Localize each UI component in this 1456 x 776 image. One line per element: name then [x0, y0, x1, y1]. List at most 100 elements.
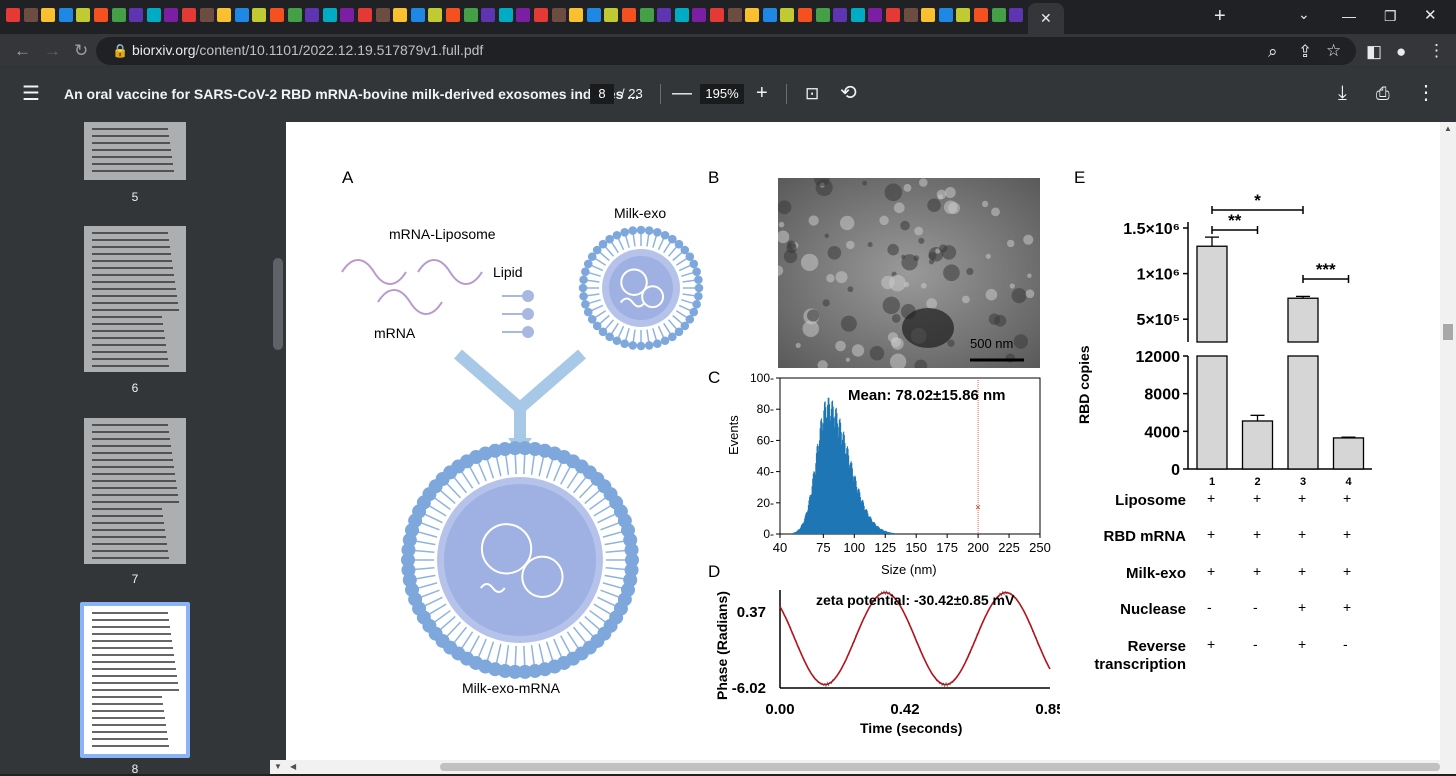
tab-favicon[interactable]	[252, 8, 267, 22]
tab-favicon[interactable]	[921, 8, 936, 22]
tab-favicon[interactable]	[604, 8, 619, 22]
vertical-scrollbar[interactable]	[1440, 122, 1456, 774]
thumbnail-page-8[interactable]	[84, 606, 186, 754]
url-text[interactable]: biorxiv.org/content/10.1101/2022.12.19.5…	[132, 42, 483, 58]
tab-favicon[interactable]	[498, 8, 513, 22]
print-icon[interactable]: ⎙	[1376, 84, 1390, 103]
sidebar-scrollbar[interactable]	[270, 122, 286, 774]
tab-favicon[interactable]	[586, 8, 601, 22]
tab-favicon[interactable]	[446, 8, 460, 22]
tab-favicon[interactable]	[129, 8, 144, 22]
share-icon[interactable]: ⇪	[1298, 42, 1313, 61]
tab-favicon[interactable]	[938, 8, 953, 22]
new-tab-button[interactable]: +	[1214, 5, 1226, 27]
tab-favicon[interactable]	[287, 8, 302, 22]
side-panel-icon[interactable]: ◧	[1366, 42, 1383, 61]
tab-favicon[interactable]	[780, 8, 795, 22]
tab-favicon[interactable]	[639, 8, 654, 22]
tab-favicon[interactable]	[622, 8, 636, 22]
tab-favicon[interactable]	[340, 8, 355, 22]
reload-icon[interactable]: ↻	[74, 41, 89, 60]
scroll-up-arrow-icon[interactable]: ▲	[1444, 124, 1452, 133]
window-close-icon[interactable]: ✕	[1424, 7, 1437, 24]
tab-favicon[interactable]	[481, 8, 496, 22]
tab-favicon[interactable]	[199, 8, 214, 22]
tab-favicon[interactable]	[833, 8, 848, 22]
lipid-head	[653, 339, 662, 348]
scroll-down-arrow-icon[interactable]: ▼	[274, 762, 282, 771]
sidebar-menu-icon[interactable]: ☰	[22, 83, 40, 105]
browser-menu-icon[interactable]: ⋮	[1428, 41, 1445, 60]
tab-favicon[interactable]	[58, 8, 73, 22]
tab-favicon[interactable]	[956, 8, 971, 22]
tab-favicon[interactable]	[657, 8, 672, 22]
tab-favicon[interactable]	[164, 8, 179, 22]
tab-favicon[interactable]	[358, 8, 372, 22]
zoom-icon[interactable]: ⌕	[1268, 42, 1278, 61]
back-icon[interactable]: ←	[14, 41, 31, 60]
thumbnail-page-5[interactable]	[84, 122, 186, 180]
tab-favicon[interactable]	[569, 8, 584, 22]
tab-favicon[interactable]	[886, 8, 900, 22]
sidebar-scrollbar-thumb[interactable]	[273, 258, 283, 350]
lock-icon[interactable]: 🔒	[112, 43, 129, 58]
vertical-scrollbar-thumb[interactable]	[1443, 324, 1453, 340]
tab-favicon[interactable]	[815, 8, 830, 22]
scroll-left-arrow-icon[interactable]: ◀	[290, 762, 297, 771]
tab-favicon[interactable]	[991, 8, 1006, 22]
tab-favicon[interactable]	[745, 8, 760, 22]
tab-favicon[interactable]	[217, 8, 232, 22]
tab-favicon[interactable]	[516, 8, 531, 22]
tab-search-icon[interactable]: ⌄	[1298, 6, 1310, 22]
tab-favicon[interactable]	[903, 8, 918, 22]
tab-favicon[interactable]	[393, 8, 408, 22]
tab-favicon[interactable]	[23, 8, 38, 22]
tab-favicon[interactable]	[974, 8, 988, 22]
omnibox[interactable]	[96, 37, 1356, 65]
tab-favicon[interactable]	[692, 8, 707, 22]
tab-favicon[interactable]	[1009, 8, 1024, 22]
more-actions-icon[interactable]: ⋮	[1416, 82, 1436, 104]
tab-favicon[interactable]	[76, 8, 91, 22]
zoom-in-icon[interactable]: +	[756, 82, 768, 104]
rotate-icon[interactable]: ⟲	[840, 82, 857, 104]
restore-icon[interactable]: ❐	[1384, 8, 1397, 24]
tab-favicon[interactable]	[674, 8, 689, 22]
tab-favicon[interactable]	[551, 8, 566, 22]
tab-favicon[interactable]	[322, 8, 337, 22]
tab-favicon[interactable]	[534, 8, 548, 22]
bookmark-star-icon[interactable]: ☆	[1326, 41, 1342, 60]
tab-favicon[interactable]	[270, 8, 284, 22]
tab-favicon[interactable]	[234, 8, 249, 22]
thumbnail-page-6[interactable]	[84, 226, 186, 372]
active-tab[interactable]: ✕	[1028, 3, 1064, 34]
tab-favicon[interactable]	[850, 8, 865, 22]
fit-page-icon[interactable]: ⊡	[805, 84, 820, 103]
minimize-icon[interactable]: —	[1342, 8, 1356, 24]
tab-favicon[interactable]	[6, 8, 20, 22]
zoom-out-icon[interactable]: —	[672, 82, 692, 104]
tab-favicon[interactable]	[111, 8, 126, 22]
zoom-level-input[interactable]: 195%	[700, 84, 744, 104]
tab-favicon[interactable]	[727, 8, 742, 22]
tab-favicon[interactable]	[762, 8, 777, 22]
tab-favicon[interactable]	[182, 8, 196, 22]
download-icon[interactable]: ⤓	[1338, 82, 1347, 104]
thumbnail-page-7[interactable]	[84, 418, 186, 564]
tab-favicon[interactable]	[305, 8, 320, 22]
forward-icon[interactable]: →	[44, 41, 61, 60]
tab-favicon[interactable]	[94, 8, 108, 22]
profile-icon[interactable]: ●	[1396, 42, 1407, 61]
tab-favicon[interactable]	[798, 8, 812, 22]
tab-favicon[interactable]	[463, 8, 478, 22]
tab-favicon[interactable]	[428, 8, 443, 22]
tab-favicon[interactable]	[146, 8, 161, 22]
tab-favicon[interactable]	[410, 8, 425, 22]
page-number-input[interactable]: 8	[590, 84, 614, 104]
tab-favicon[interactable]	[375, 8, 390, 22]
tab-favicon[interactable]	[710, 8, 724, 22]
tab-close-icon[interactable]: ✕	[1040, 10, 1052, 26]
tab-favicon[interactable]	[41, 8, 56, 22]
horizontal-scrollbar-thumb[interactable]	[440, 763, 1440, 771]
tab-favicon[interactable]	[868, 8, 883, 22]
